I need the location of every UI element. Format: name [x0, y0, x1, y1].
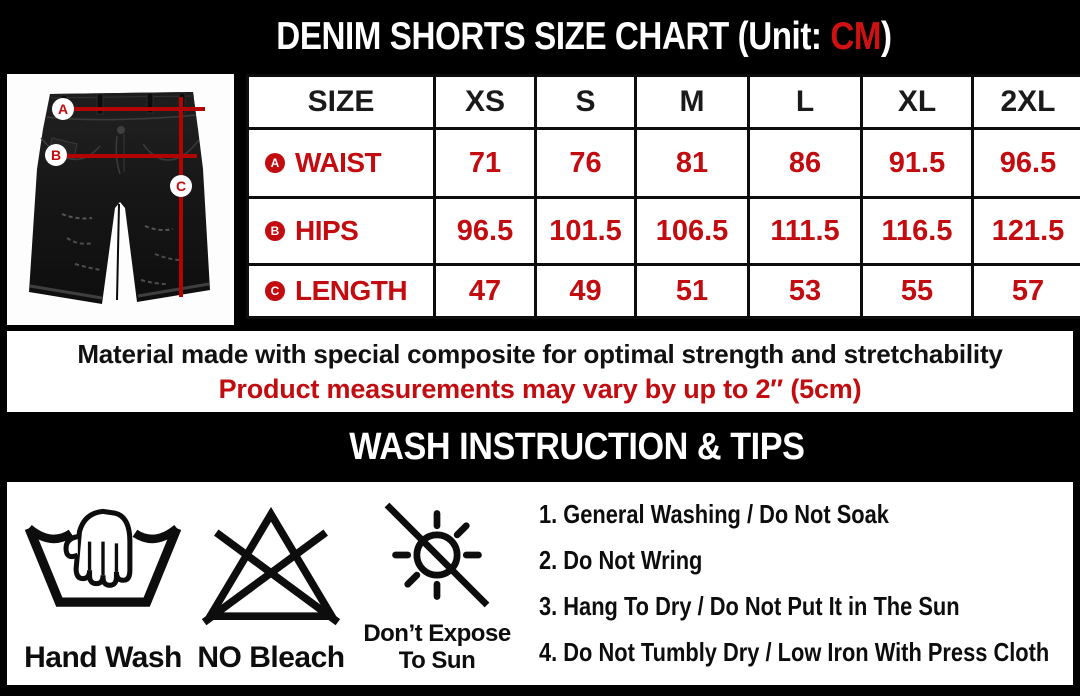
- wash-instructions-box: Hand Wash NO Bleach: [7, 482, 1073, 685]
- marker-c-letter: C: [176, 178, 186, 194]
- waist-s: 76: [534, 127, 637, 199]
- material-note-box: Material made with special composite for…: [7, 331, 1073, 412]
- marker-b-circle: [45, 144, 67, 166]
- waist-2xl: 96.5: [971, 127, 1080, 199]
- col-header-m: M: [634, 74, 750, 130]
- no-sun-label-line1: Don’t Expose: [363, 619, 511, 647]
- marker-b-chip: B: [265, 221, 285, 241]
- wash-tip-4: 4. Do Not Tumbly Dry / Low Iron With Pre…: [539, 637, 1050, 667]
- product-photo: A B C: [7, 74, 234, 325]
- material-note: Material made with special composite for…: [77, 338, 1003, 369]
- col-header-xs: XS: [433, 74, 537, 130]
- tolerance-note: Product measurements may vary by up to 2…: [218, 373, 862, 404]
- waist-m: 81: [634, 127, 750, 199]
- marker-b-letter: B: [51, 147, 61, 163]
- hips-l: 111.5: [747, 196, 863, 266]
- wash-header-band: WASH INSTRUCTION & TIPS: [0, 412, 1080, 482]
- no-sun-label: Don’t Expose To Sun: [363, 619, 511, 675]
- length-xs: 47: [433, 263, 537, 319]
- no-bleach-group: NO Bleach: [191, 490, 351, 677]
- hand-wash-label: Hand Wash: [24, 641, 182, 674]
- col-header-2xl: 2XL: [971, 74, 1080, 130]
- wash-header-title: WASH INSTRUCTION & TIPS: [349, 425, 805, 468]
- length-s: 49: [534, 263, 637, 319]
- length-label: LENGTH: [295, 275, 408, 306]
- hips-m: 106.5: [634, 196, 750, 266]
- wash-tip-1: 1. General Washing / Do Not Soak: [539, 499, 889, 529]
- wash-tips-list: 1. General Washing / Do Not Soak 2. Do N…: [523, 490, 1063, 677]
- hips-xl: 116.5: [860, 196, 974, 266]
- table-row-length: C LENGTH 47 49 51 53 55 57: [246, 263, 1080, 319]
- no-sun-icon: [384, 502, 490, 608]
- col-header-l: L: [747, 74, 863, 130]
- size-table-wrap: SIZE XS S M L XL 2XL A WAIST: [246, 74, 1080, 319]
- length-m: 51: [634, 263, 750, 319]
- wash-tip-3: 3. Hang To Dry / Do Not Put It in The Su…: [539, 591, 960, 621]
- marker-a-chip: A: [265, 153, 285, 173]
- hand-wash-group: Hand Wash: [15, 490, 191, 677]
- marker-a-circle: [52, 98, 74, 120]
- waist-row-label: A WAIST: [265, 147, 432, 179]
- measurement-lines: A B C: [45, 97, 205, 297]
- page-title: DENIM SHORTS SIZE CHART (Unit: CM): [276, 15, 892, 59]
- hand-wash-icon: [24, 508, 182, 607]
- title-suffix: ): [881, 15, 892, 58]
- wash-tip-2: 2. Do Not Wring: [539, 545, 703, 575]
- no-bleach-icon: [201, 506, 341, 625]
- col-header-s: S: [534, 74, 637, 130]
- hips-row-label: B HIPS: [265, 215, 432, 247]
- table-row-waist: A WAIST 71 76 81 86 91.5 96.5: [246, 127, 1080, 199]
- length-2xl: 57: [971, 263, 1080, 319]
- no-bleach-label: NO Bleach: [197, 641, 345, 674]
- marker-a-letter: A: [58, 101, 68, 117]
- waist-xs: 71: [433, 127, 537, 199]
- title-unit: CM: [830, 15, 882, 58]
- hips-label: HIPS: [295, 215, 359, 246]
- hips-xs: 96.5: [433, 196, 537, 266]
- length-l: 53: [747, 263, 863, 319]
- size-chart-table: SIZE XS S M L XL 2XL A WAIST: [246, 74, 1080, 319]
- waist-label: WAIST: [295, 147, 382, 178]
- no-sun-label-line2: To Sun: [398, 647, 476, 675]
- col-header-size: SIZE: [246, 74, 436, 130]
- marker-c-chip: C: [265, 281, 285, 301]
- length-xl: 55: [860, 263, 974, 319]
- waist-l: 86: [747, 127, 863, 199]
- length-row-label: C LENGTH: [265, 275, 432, 307]
- title-prefix: DENIM SHORTS SIZE CHART (Unit:: [276, 15, 822, 58]
- title-band: DENIM SHORTS SIZE CHART (Unit: CM): [0, 0, 1080, 74]
- marker-c-circle: [170, 175, 192, 197]
- table-row-hips: B HIPS 96.5 101.5 106.5 111.5 116.5 121.…: [246, 196, 1080, 266]
- hips-s: 101.5: [534, 196, 637, 266]
- no-sun-group: Don’t Expose To Sun: [351, 490, 523, 677]
- hips-2xl: 121.5: [971, 196, 1080, 266]
- waist-xl: 91.5: [860, 127, 974, 199]
- col-header-xl: XL: [860, 74, 974, 130]
- shorts-measurement-diagram: A B C: [29, 92, 210, 304]
- denim-shorts-image: [29, 92, 210, 304]
- table-header-row: SIZE XS S M L XL 2XL: [246, 74, 1080, 130]
